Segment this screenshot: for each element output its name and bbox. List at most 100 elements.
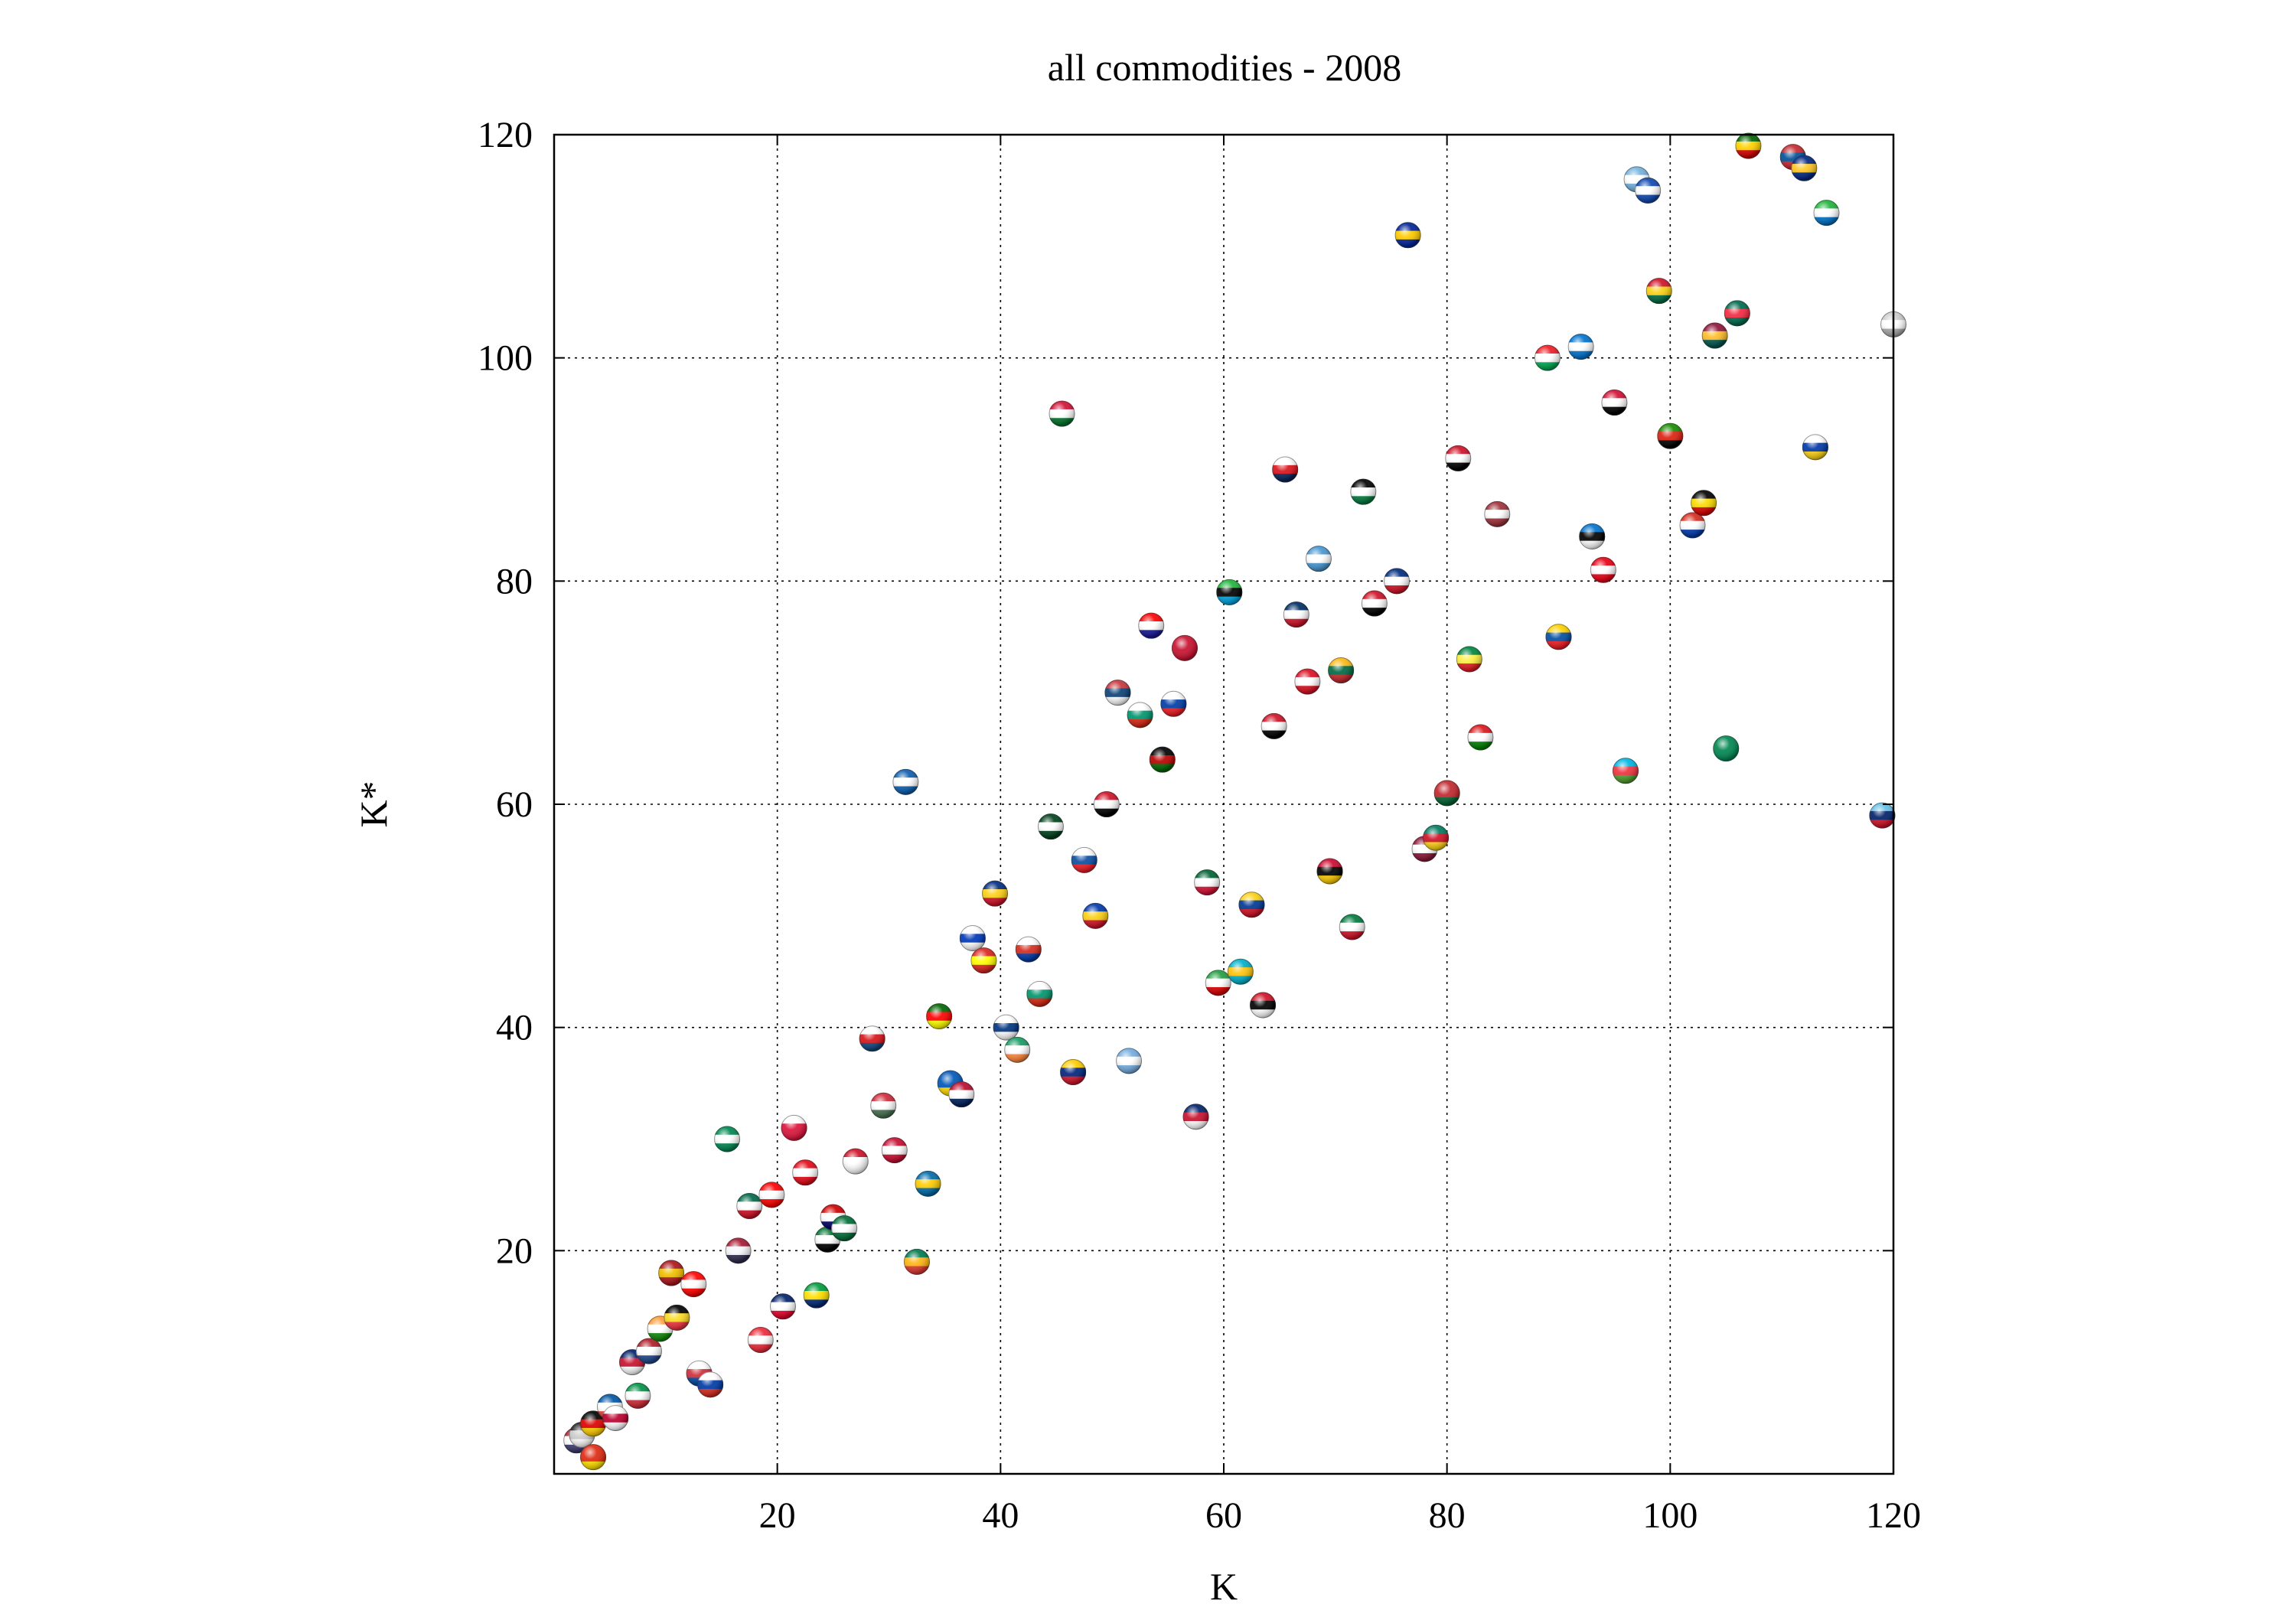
x-tick-label: 20	[759, 1495, 796, 1536]
sphere-shading	[1272, 456, 1299, 483]
data-point	[1116, 1048, 1143, 1074]
sphere-outline	[1423, 824, 1450, 851]
sphere-outline	[680, 1271, 707, 1298]
data-point	[781, 1114, 807, 1141]
data-point	[1171, 634, 1198, 661]
sphere-outline	[1339, 914, 1365, 940]
sphere-shading	[1294, 668, 1321, 695]
sphere-outline	[1127, 702, 1153, 729]
sphere-outline	[1791, 155, 1818, 181]
data-point	[664, 1304, 690, 1331]
sphere-outline	[842, 1148, 869, 1175]
sphere-outline	[1645, 278, 1672, 305]
data-point	[948, 1081, 975, 1108]
data-point	[1093, 791, 1120, 817]
x-tick-label: 80	[1429, 1495, 1466, 1536]
data-point	[1216, 579, 1243, 605]
sphere-outline	[1071, 846, 1097, 873]
data-point	[1813, 200, 1840, 227]
sphere-outline	[1802, 434, 1828, 461]
data-point	[859, 1025, 885, 1052]
data-point	[870, 1092, 897, 1119]
sphere-shading	[1813, 200, 1840, 227]
sphere-shading	[1701, 322, 1728, 349]
sphere-shading	[1394, 222, 1421, 249]
sphere-outline	[870, 1092, 897, 1119]
sphere-outline	[580, 1444, 607, 1471]
sphere-outline	[803, 1282, 830, 1309]
sphere-shading	[903, 1248, 930, 1275]
sphere-shading	[1384, 568, 1411, 595]
sphere-shading	[1060, 1059, 1087, 1085]
data-point	[792, 1159, 819, 1186]
sphere-outline	[1813, 200, 1840, 227]
sphere-outline	[1467, 724, 1494, 751]
sphere-shading	[1104, 680, 1131, 706]
sphere-outline	[1701, 322, 1728, 349]
sphere-outline	[1160, 690, 1187, 717]
data-point	[881, 1137, 908, 1164]
data-point	[1679, 512, 1706, 539]
data-point	[1423, 824, 1450, 851]
data-point	[714, 1126, 741, 1152]
sphere-shading	[658, 1260, 685, 1286]
sphere-outline	[982, 880, 1009, 907]
sphere-shading	[664, 1304, 690, 1331]
axis-ticks: 20 40 60 80 100 120 20 40 60 80 100 120	[478, 115, 1921, 1536]
data-point	[1127, 702, 1153, 729]
sphere-shading	[1026, 980, 1053, 1007]
sphere-shading	[1339, 914, 1365, 940]
sphere-outline	[926, 1003, 953, 1030]
sphere-shading	[635, 1338, 662, 1364]
sphere-outline	[781, 1114, 807, 1141]
sphere-outline	[1294, 668, 1321, 695]
data-point	[1802, 434, 1828, 461]
sphere-outline	[1272, 456, 1299, 483]
sphere-outline	[1093, 791, 1120, 817]
data-point	[697, 1371, 724, 1398]
sphere-shading	[1149, 746, 1176, 773]
sphere-shading	[1116, 1048, 1143, 1074]
data-point	[1015, 936, 1042, 963]
sphere-outline	[959, 925, 986, 951]
sphere-outline	[1026, 980, 1053, 1007]
data-point	[1361, 590, 1388, 617]
sphere-shading	[870, 1092, 897, 1119]
sphere-outline	[1082, 902, 1109, 929]
sphere-outline	[1227, 958, 1254, 985]
data-point	[926, 1003, 953, 1030]
sphere-outline	[747, 1327, 774, 1353]
sphere-shading	[1579, 523, 1606, 549]
sphere-shading	[602, 1405, 629, 1432]
x-tick-label: 120	[1866, 1495, 1921, 1536]
data-point	[635, 1338, 662, 1364]
data-point	[1004, 1036, 1031, 1063]
sphere-shading	[1238, 892, 1265, 918]
data-point	[1149, 746, 1176, 773]
sphere-shading	[1484, 500, 1511, 527]
data-point	[1484, 500, 1511, 527]
sphere-shading	[1138, 612, 1165, 639]
data-point	[1194, 869, 1221, 896]
sphere-shading	[736, 1193, 763, 1219]
data-point	[1445, 445, 1472, 471]
data-point	[1567, 334, 1594, 360]
sphere-shading	[1205, 970, 1231, 996]
sphere-outline	[1171, 634, 1198, 661]
data-point	[1182, 1103, 1209, 1130]
data-point	[1384, 568, 1411, 595]
data-point	[1579, 523, 1606, 549]
sphere-outline	[1635, 177, 1662, 204]
sphere-outline	[881, 1137, 908, 1164]
x-tick-label: 60	[1205, 1495, 1242, 1536]
sphere-outline	[1384, 568, 1411, 595]
sphere-shading	[1445, 445, 1472, 471]
sphere-shading	[915, 1170, 941, 1197]
data-point	[725, 1237, 752, 1264]
sphere-shading	[1216, 579, 1243, 605]
grid	[554, 135, 1893, 1474]
data-point	[1735, 132, 1762, 159]
sphere-shading	[1679, 512, 1706, 539]
data-point	[1294, 668, 1321, 695]
data-point	[1534, 344, 1561, 371]
